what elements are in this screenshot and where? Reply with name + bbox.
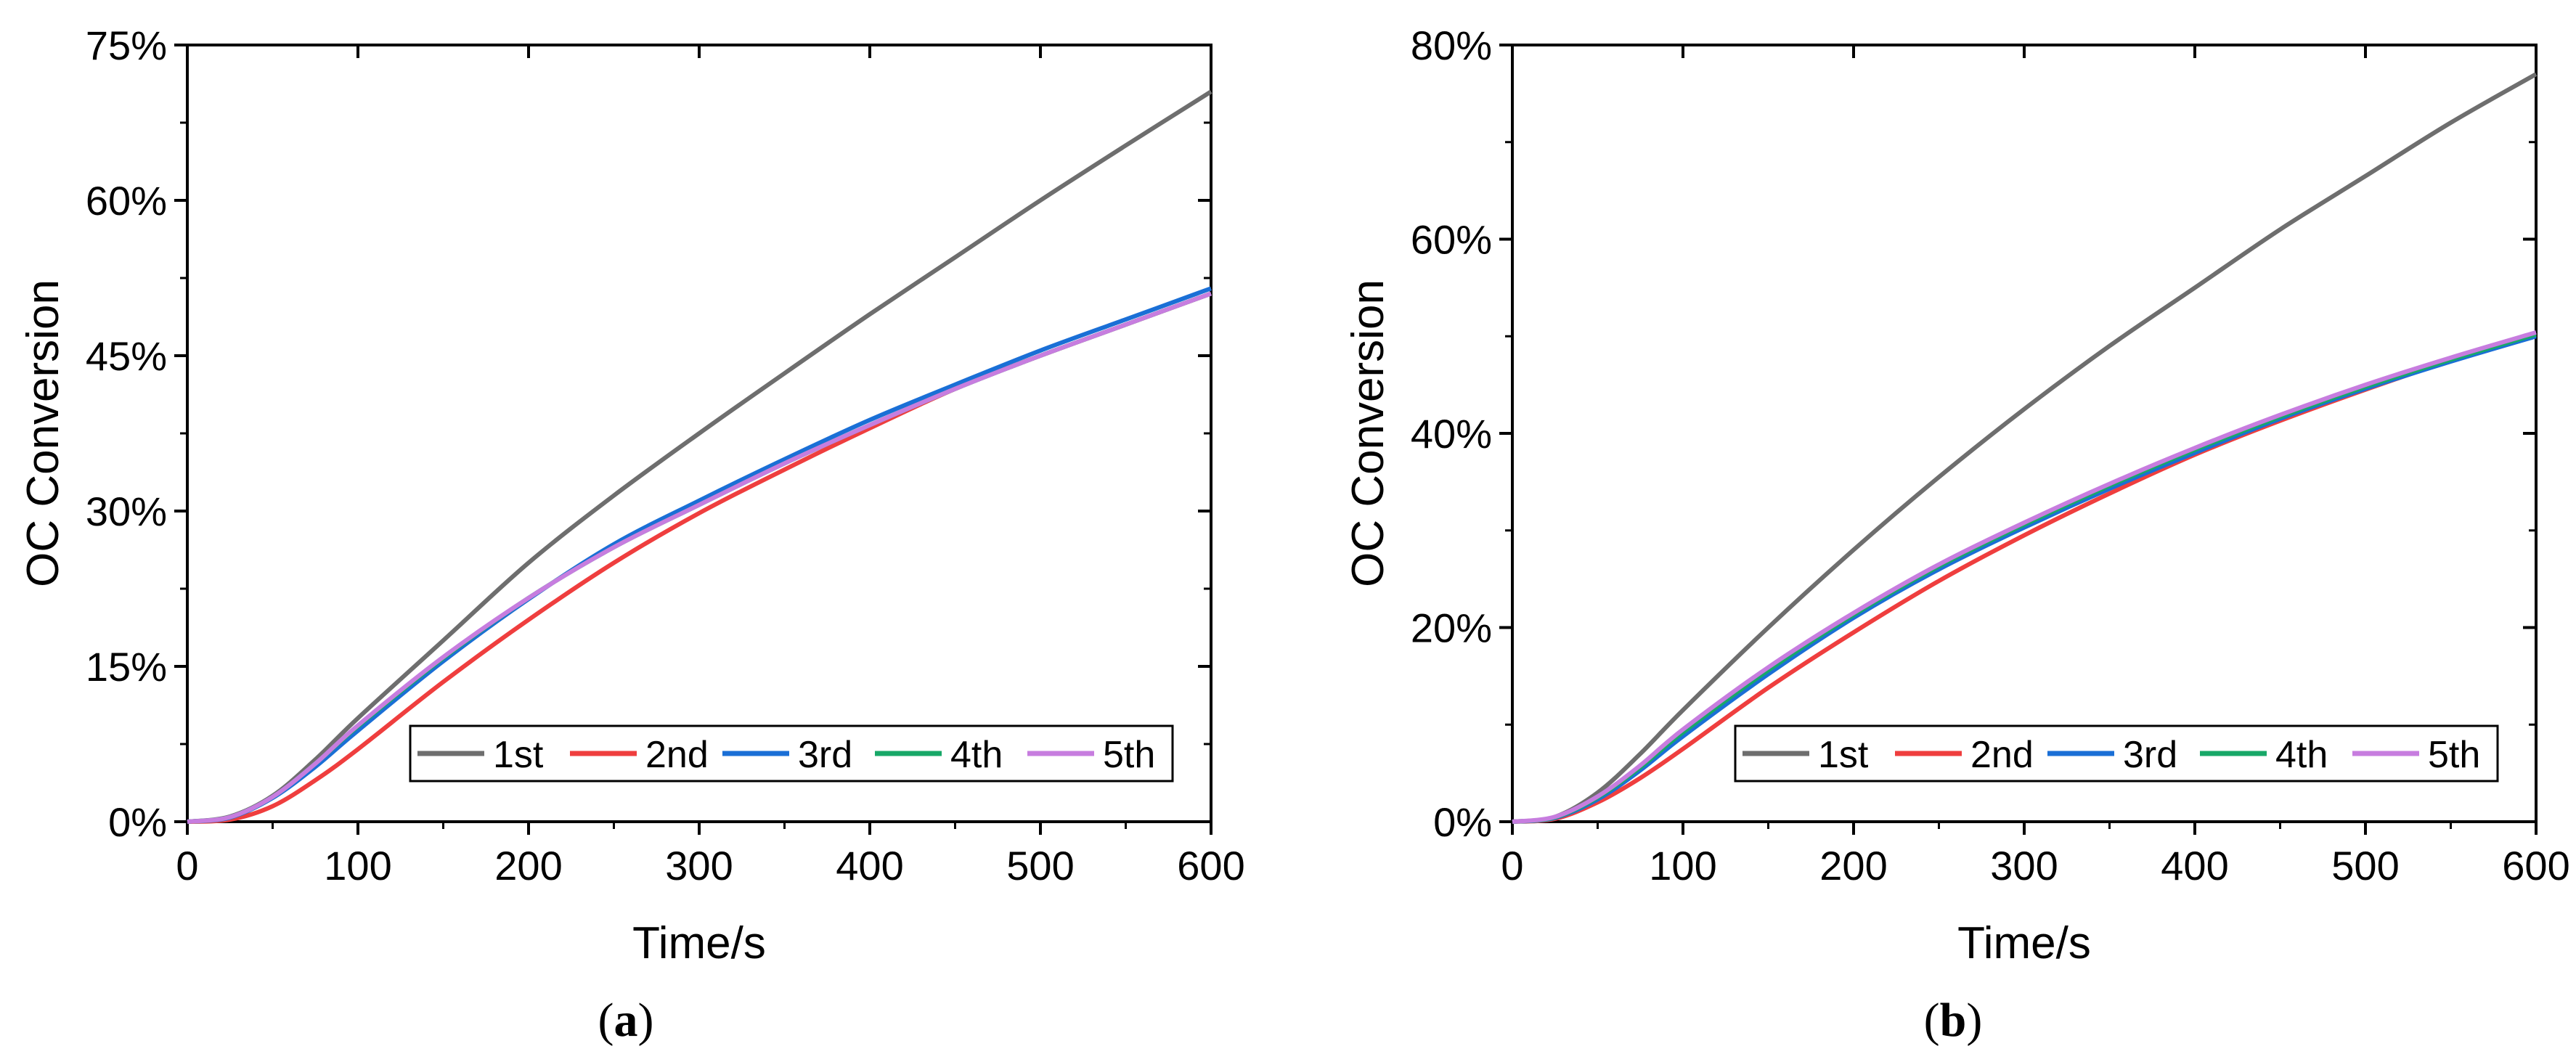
- series-line-1st: [187, 89, 1212, 824]
- plot-frame: [1511, 44, 2538, 823]
- legend: 1st 2nd 3rd 4th 5th: [1734, 724, 2499, 783]
- legend-label-2nd: 2nd: [645, 734, 709, 776]
- x-tick-label: 100: [324, 843, 391, 888]
- legend-label-1st: 1st: [493, 734, 544, 776]
- legend-label-5th: 5th: [2428, 734, 2480, 776]
- legend-label-4th: 4th: [2275, 734, 2328, 776]
- y-tick-label: 0%: [1433, 799, 1492, 845]
- panel-letter-a: a: [614, 994, 638, 1047]
- legend-label-3rd: 3rd: [798, 734, 852, 776]
- y-tick-label: 30%: [86, 489, 167, 534]
- x-tick-label: 0: [176, 843, 198, 888]
- y-tick-label: 0%: [108, 799, 167, 845]
- y-tick-label: 60%: [1411, 217, 1492, 263]
- chart-panel-b: 0% 20% 40% 60% 80% 0 100 200 300 400 500 600 1st 2n…: [1343, 23, 2570, 1047]
- chart-panel-a: 0% 15% 30% 45% 60% 75% 0 100 200 300 400 500 600 1s…: [18, 23, 1245, 1047]
- legend-label-5th: 5th: [1103, 734, 1155, 776]
- y-tick-label: 40%: [1411, 411, 1492, 457]
- series-line-1st: [1512, 72, 2538, 824]
- y-tick-label: 15%: [86, 644, 167, 690]
- series-line-5th: [1512, 330, 2537, 824]
- y-tick-label: 20%: [1411, 605, 1492, 651]
- x-tick-label: 200: [1819, 843, 1887, 888]
- panel-caption-b: (b): [1924, 994, 1983, 1047]
- x-axis-label: Time/s: [1957, 918, 2091, 968]
- legend-label-3rd: 3rd: [2123, 734, 2177, 776]
- x-axis-label: Time/s: [632, 918, 766, 968]
- y-tick-label: 60%: [86, 178, 167, 224]
- x-ticks: 0 100 200 300 400 500 600: [1501, 45, 2570, 888]
- legend-label-2nd: 2nd: [1970, 734, 2034, 776]
- y-ticks: 0% 20% 40% 60% 80%: [1411, 23, 2536, 845]
- y-ticks: 0% 15% 30% 45% 60% 75%: [86, 23, 1211, 845]
- panel-letter-b: b: [1940, 994, 1967, 1047]
- x-tick-label: 400: [836, 843, 903, 888]
- y-axis-label: OC Conversion: [18, 279, 68, 587]
- legend-label-4th: 4th: [950, 734, 1003, 776]
- series-lines: [1512, 72, 2538, 824]
- y-axis-label: OC Conversion: [1343, 279, 1393, 587]
- x-tick-label: 0: [1501, 843, 1523, 888]
- y-tick-label: 80%: [1411, 23, 1492, 68]
- x-tick-label: 600: [2502, 843, 2569, 888]
- x-ticks: 0 100 200 300 400 500 600: [176, 45, 1245, 888]
- x-tick-label: 300: [665, 843, 733, 888]
- x-tick-label: 400: [2161, 843, 2228, 888]
- panel-caption-a: (a): [598, 994, 654, 1047]
- x-tick-label: 100: [1649, 843, 1716, 888]
- x-tick-label: 500: [2331, 843, 2399, 888]
- series-line-3rd: [187, 286, 1212, 824]
- series-line-5th: [187, 291, 1212, 824]
- y-tick-label: 75%: [86, 23, 167, 68]
- x-tick-label: 500: [1006, 843, 1074, 888]
- legend: 1st 2nd 3rd 4th 5th: [409, 724, 1174, 783]
- legend-label-1st: 1st: [1818, 734, 1869, 776]
- y-tick-label: 45%: [86, 333, 167, 379]
- x-tick-label: 200: [494, 843, 562, 888]
- series-lines: [187, 89, 1212, 824]
- x-tick-label: 300: [1990, 843, 2058, 888]
- x-tick-label: 600: [1177, 843, 1244, 888]
